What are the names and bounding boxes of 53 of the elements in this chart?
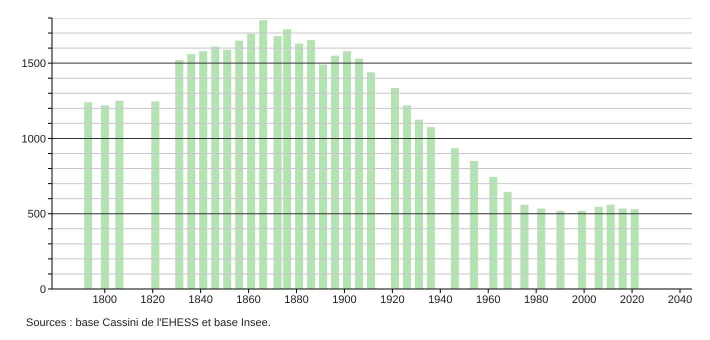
y-tick-label: 0 (40, 284, 46, 296)
bar (470, 161, 478, 289)
bar (450, 148, 459, 289)
y-tick-label: 500 (28, 208, 46, 221)
bar (489, 176, 498, 289)
bar (247, 34, 256, 289)
bar (606, 204, 615, 289)
bar (367, 72, 376, 289)
bar (537, 208, 546, 289)
x-tick-label: 1840 (188, 294, 213, 306)
bar (426, 127, 435, 289)
bar (402, 105, 411, 289)
bar (175, 60, 184, 289)
bar (594, 206, 603, 289)
x-tick-label: 2020 (620, 294, 644, 306)
bar (343, 51, 352, 289)
bar (223, 50, 232, 289)
x-tick-label: 1860 (236, 294, 261, 306)
x-tick-label: 2000 (572, 294, 596, 306)
bar (414, 120, 423, 289)
bar (100, 105, 109, 289)
bar (556, 210, 564, 289)
bar (115, 100, 124, 289)
bar (319, 64, 328, 289)
x-tick-label: 1940 (428, 294, 453, 306)
bar (295, 44, 304, 289)
bar (355, 58, 364, 289)
x-tick-label: 1900 (332, 294, 357, 306)
x-tick-label: 1800 (92, 294, 117, 306)
bar (151, 102, 160, 289)
bar (578, 210, 586, 289)
bar (84, 102, 92, 289)
bar (520, 204, 528, 289)
y-tick-label: 1000 (22, 133, 46, 146)
bar (307, 40, 316, 289)
source-note: Sources : base Cassini de l'EHESS et base Insee. (26, 317, 272, 329)
bar (630, 209, 639, 289)
bar (618, 208, 627, 289)
bar (199, 51, 208, 289)
bar (504, 192, 512, 289)
bar (235, 40, 244, 289)
y-tick-label: 1500 (22, 58, 46, 70)
x-tick-label: 1980 (524, 294, 548, 306)
x-tick-label: 1960 (476, 294, 500, 306)
x-tick-label: 2040 (668, 294, 692, 306)
bar (390, 88, 399, 289)
bar (259, 20, 268, 289)
bar (331, 56, 340, 289)
x-tick-label: 1880 (284, 294, 309, 306)
bar (187, 54, 196, 289)
x-tick-label: 1820 (140, 294, 165, 306)
bar (211, 46, 220, 289)
x-tick-label: 1920 (380, 294, 405, 306)
